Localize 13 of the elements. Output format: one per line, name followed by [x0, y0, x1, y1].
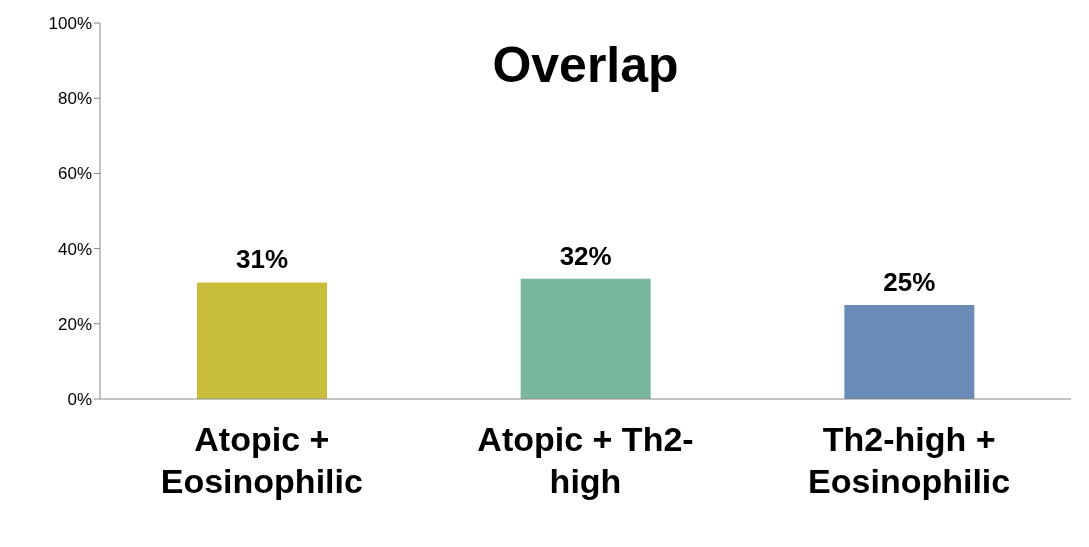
y-tick-label: 0% [67, 390, 92, 410]
x-tick-label: Th2-high + Eosinophilic [808, 420, 1011, 500]
data-label: 25% [883, 267, 936, 297]
y-tick-label: 20% [57, 314, 92, 334]
y-tick-label: 40% [57, 239, 92, 259]
y-tick-label: 80% [57, 89, 92, 109]
y-tick-label: 60% [57, 164, 92, 184]
chart-title: Overlap [491, 36, 680, 94]
data-label: 31% [235, 244, 289, 275]
x-tick-label: Atopic + Eosinophilic [160, 420, 363, 500]
y-tick-label: 100% [48, 14, 92, 34]
data-label: 32% [559, 240, 612, 271]
x-tick-label: Atopic + Th2-high [477, 420, 694, 500]
